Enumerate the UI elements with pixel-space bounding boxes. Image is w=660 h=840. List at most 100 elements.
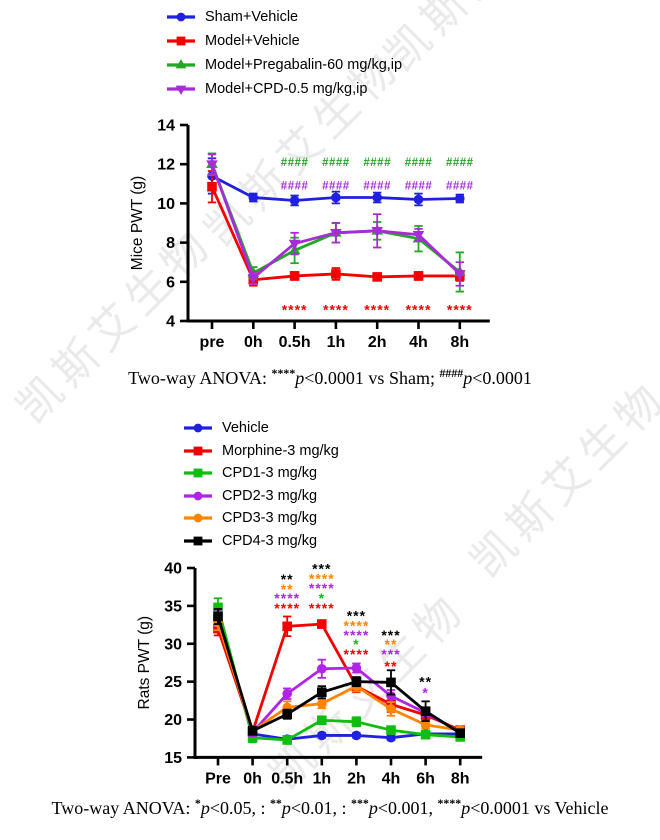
legend-label: Model+Vehicle: [205, 33, 300, 49]
x-tick-label: 2h: [347, 770, 366, 787]
data-point: [193, 446, 203, 456]
data-point: [193, 468, 203, 478]
x-tick-label: 1h: [327, 334, 346, 351]
data-point: [330, 229, 342, 240]
caption-segment: **: [269, 796, 282, 810]
mice-pwt-chart: 4 6 8 10 12 14 pre 0h 0.5h 1h 2h 4h 8h Mice PWT (g) ##…: [129, 118, 490, 351]
circle-legend-marker-icon: [167, 12, 195, 22]
data-point: [454, 270, 466, 281]
data-point: [372, 192, 382, 203]
legend-item: Morphine-3 mg/kg: [183, 440, 339, 463]
circle-legend-marker-icon: [184, 513, 212, 523]
y-tick-label: 6: [166, 274, 175, 291]
y-tick-label: 25: [164, 674, 182, 691]
data-point: [175, 85, 187, 95]
x-tick-label: Pre: [205, 770, 231, 787]
x-tick-label: 0.5h: [271, 770, 303, 787]
significance-annotation: ####: [405, 180, 433, 192]
caption-segment: *: [194, 796, 201, 810]
square-legend-marker-icon: [167, 36, 195, 46]
significance-annotation: ***: [312, 560, 331, 576]
series-CPD4-3 mg/kg: [213, 608, 465, 738]
square-legend-marker-icon: [184, 536, 212, 546]
significance-annotation: ####: [281, 157, 309, 169]
data-point: [386, 725, 396, 735]
significance-annotation: ****: [274, 600, 300, 616]
significance-annotation: *: [353, 636, 359, 652]
significance-annotation: ####: [322, 157, 350, 169]
caption-segment: ****: [437, 796, 462, 810]
significance-annotation: ****: [344, 617, 370, 633]
data-point: [372, 272, 382, 282]
data-point: [207, 181, 217, 192]
legend-label: CPD4-3 mg/kg: [222, 532, 318, 549]
data-point: [317, 619, 327, 629]
data-point: [317, 687, 327, 698]
legend-item: Model+Vehicle: [166, 29, 402, 53]
chart1-anova-caption: Two-way ANOVA: ****p<0.0001 vs Sham; ###…: [0, 366, 660, 389]
data-point: [289, 195, 300, 206]
significance-annotation: *: [422, 685, 428, 701]
significance-annotation: **: [281, 571, 294, 587]
legend-label: Vehicle: [222, 420, 269, 437]
series-Model+CPD-0.5 mg/kg,ip: [206, 153, 466, 287]
legend-item: CPD4-3 mg/kg: [183, 530, 339, 553]
significance-annotation: ****: [447, 301, 473, 317]
y-tick-label: 12: [157, 157, 175, 174]
data-point: [420, 729, 431, 740]
rats-pwt-chart: 15 20 25 30 35 40 Pre 0h 0.5h 1h 2h 4h 6h 8h Rats PWT …: [136, 560, 483, 787]
x-tick-label: 2h: [368, 334, 387, 351]
legend-label: CPD2-3 mg/kg: [222, 487, 318, 504]
data-point: [413, 271, 424, 281]
significance-annotation: ****: [274, 590, 300, 606]
data-point: [317, 715, 327, 726]
data-point: [288, 239, 301, 250]
y-tick-label: 20: [164, 712, 182, 729]
caption-segment: p: [461, 798, 471, 818]
significance-annotation: ****: [309, 600, 335, 616]
x-tick-label: 8h: [450, 334, 469, 351]
square-legend-marker-icon: [184, 468, 212, 478]
data-point: [247, 274, 260, 285]
y-tick-label: 35: [164, 598, 182, 615]
caption-segment: ****: [271, 366, 296, 380]
legend-label: Sham+Vehicle: [205, 9, 299, 25]
legend-item: CPD1-3 mg/kg: [183, 462, 339, 485]
data-point: [317, 698, 327, 709]
circle-legend-marker-icon: [184, 491, 212, 501]
data-point: [206, 160, 218, 171]
data-point: [351, 676, 362, 687]
significance-annotation: ****: [282, 301, 308, 317]
caption-segment: <0.05, :: [209, 798, 270, 818]
caption-segment: <0.001,: [377, 798, 438, 818]
caption-segment: Two-way ANOVA:: [128, 368, 272, 388]
significance-annotation: ####: [363, 157, 391, 169]
legend-label: Model+CPD-0.5 mg/kg,ip: [205, 81, 368, 97]
x-tick-label: 0.5h: [279, 334, 311, 351]
caption-segment: <0.0001 vs Sham;: [304, 368, 440, 388]
x-tick-label: 8h: [451, 770, 470, 787]
y-tick-label: 30: [164, 636, 182, 653]
data-point: [282, 735, 292, 745]
data-point: [386, 732, 396, 743]
data-point: [282, 621, 292, 632]
legend-item: Model+Pregabalin-60 mg/kg,ip: [166, 53, 402, 77]
data-point: [247, 726, 258, 736]
data-point: [248, 192, 259, 203]
significance-annotation: ####: [405, 157, 433, 169]
data-point: [176, 12, 186, 22]
x-tick-label: pre: [200, 334, 225, 351]
chart1-legend: Sham+Vehicle Model+Vehicle Model+Pregabali…: [166, 5, 402, 101]
caption-segment: p: [200, 798, 210, 818]
data-point: [331, 269, 341, 279]
significance-annotation: ****: [309, 580, 335, 596]
significance-annotation: **: [385, 658, 398, 674]
caption-segment: <0.0001: [472, 368, 532, 388]
data-point: [351, 716, 362, 727]
x-tick-label: 1h: [312, 770, 331, 787]
significance-annotation: **: [419, 673, 432, 689]
significance-annotation: ####: [446, 180, 474, 192]
data-point: [247, 732, 258, 743]
y-tick-label: 15: [164, 750, 182, 767]
significance-annotation: ####: [281, 180, 309, 192]
